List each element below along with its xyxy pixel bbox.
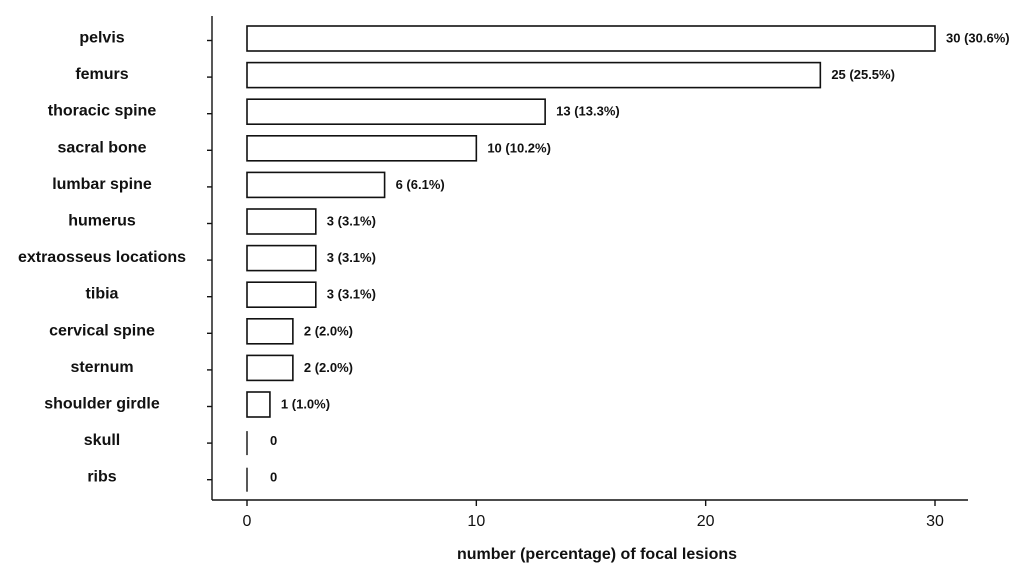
- data-label: 2 (2.0%): [304, 360, 353, 375]
- bar: [246, 244, 317, 272]
- category-label: skull: [84, 432, 120, 449]
- x-tick-label: 20: [697, 513, 715, 530]
- category-label: sternum: [70, 359, 133, 376]
- category-label: humerus: [68, 213, 136, 230]
- bar: [246, 171, 386, 199]
- category-label: femurs: [75, 66, 128, 83]
- data-label: 13 (13.3%): [556, 104, 620, 119]
- bar: [246, 98, 546, 125]
- data-label: 30 (30.6%): [946, 31, 1010, 46]
- category-label: extraosseus locations: [18, 249, 186, 266]
- data-label: 6 (6.1%): [396, 177, 445, 192]
- bar: [246, 391, 271, 418]
- x-tick-label: 30: [926, 513, 944, 530]
- data-label: 1 (1.0%): [281, 397, 330, 412]
- x-axis-title: number (percentage) of focal lesions: [457, 546, 737, 563]
- x-tick-label: 10: [467, 513, 485, 530]
- data-label: 3 (3.1%): [327, 214, 376, 229]
- category-label: thoracic spine: [48, 103, 157, 120]
- bar: [246, 281, 317, 309]
- bar: [246, 61, 822, 89]
- data-label: 25 (25.5%): [831, 67, 895, 82]
- category-label: sacral bone: [58, 139, 147, 156]
- bar: [246, 317, 294, 345]
- data-label: 0: [270, 470, 277, 485]
- bars-group: pelvis 30 (30.6%) femurs 25 (25.5%) thoracic…: [18, 25, 1010, 492]
- category-label: cervical spine: [49, 322, 155, 339]
- data-label: 0: [270, 433, 277, 448]
- data-label: 10 (10.2%): [487, 140, 551, 155]
- category-label: tibia: [86, 286, 119, 303]
- category-label: ribs: [87, 469, 116, 486]
- data-label: 3 (3.1%): [327, 250, 376, 265]
- bar: [246, 208, 317, 235]
- x-ticks-group: 0 10 20 30: [243, 500, 944, 530]
- bar: [246, 354, 294, 382]
- data-label: 2 (2.0%): [304, 323, 353, 338]
- bar: [246, 25, 936, 52]
- x-tick-label: 0: [243, 513, 252, 530]
- category-label: lumbar spine: [52, 176, 152, 193]
- category-label: shoulder girdle: [44, 396, 160, 413]
- data-label: 3 (3.1%): [327, 287, 376, 302]
- bar: [246, 135, 478, 162]
- category-label: pelvis: [79, 30, 124, 47]
